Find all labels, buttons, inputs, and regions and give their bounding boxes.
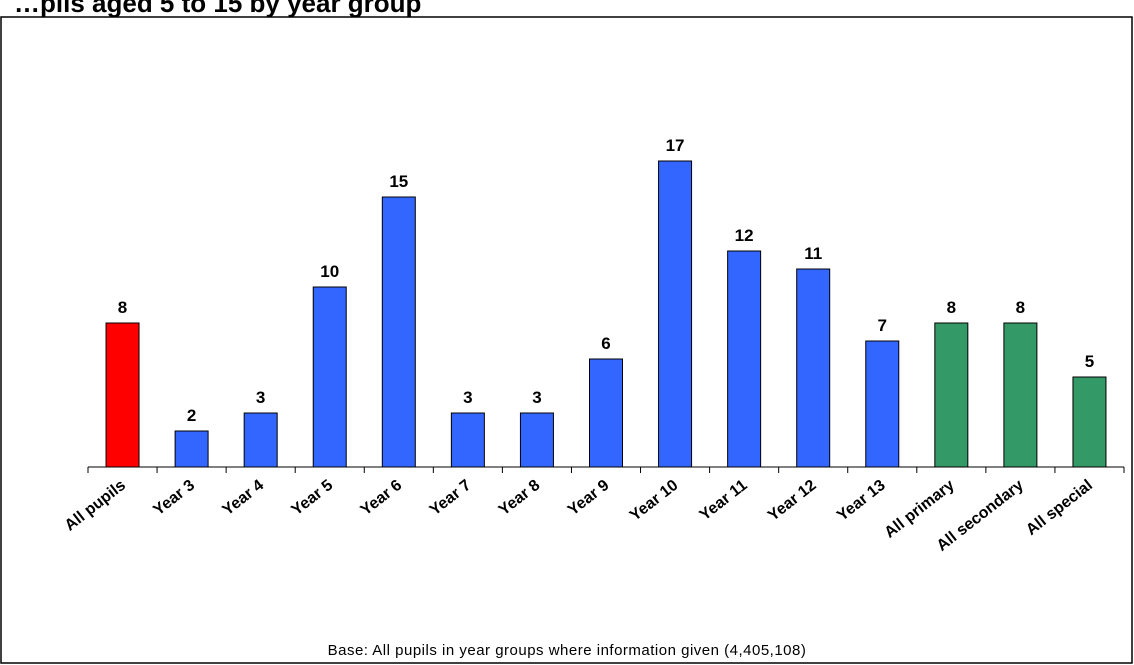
data-label: 11 xyxy=(804,244,822,263)
bar xyxy=(658,160,693,468)
data-label: 3 xyxy=(256,388,265,407)
x-tick-label: Year 7 xyxy=(427,477,475,519)
bar xyxy=(105,322,140,468)
data-label: 15 xyxy=(389,172,408,191)
x-tick-label: Year 9 xyxy=(565,477,613,519)
bar xyxy=(1003,322,1038,468)
data-label: 12 xyxy=(735,226,754,245)
data-label: 7 xyxy=(878,316,887,335)
bar xyxy=(174,430,209,468)
bar xyxy=(312,286,347,468)
x-tick-label: Year 4 xyxy=(220,477,268,519)
data-label: 8 xyxy=(118,298,127,317)
chart-border xyxy=(0,16,1133,664)
bar xyxy=(934,322,969,468)
x-tick-label: Year 3 xyxy=(150,477,198,519)
chart-title: …pils aged 5 to 15 by year group xyxy=(14,0,421,18)
x-tick-label: Year 10 xyxy=(627,477,682,525)
x-tick-label: Year 12 xyxy=(765,477,820,525)
data-label: 17 xyxy=(666,136,685,155)
data-label: 10 xyxy=(320,262,339,281)
data-label: 3 xyxy=(532,388,541,407)
x-tick-label: Year 13 xyxy=(834,477,889,525)
x-tick-label: All pupils xyxy=(62,477,129,535)
bar xyxy=(589,358,623,468)
x-tick-label: All special xyxy=(1023,477,1096,539)
base-note: Base: All pupils in year groups where in… xyxy=(328,642,807,659)
data-label: 6 xyxy=(601,334,610,353)
data-label: 5 xyxy=(1085,352,1094,371)
data-label: 8 xyxy=(947,298,956,317)
x-tick-label: Year 11 xyxy=(697,477,751,524)
x-tick-label: Year 6 xyxy=(358,477,406,519)
bar xyxy=(1072,376,1107,468)
data-label: 2 xyxy=(187,406,196,425)
x-tick-label: Year 5 xyxy=(289,477,337,519)
bar xyxy=(243,412,278,468)
bar xyxy=(796,268,831,468)
x-tick-label: Year 8 xyxy=(496,477,544,519)
bar xyxy=(381,196,416,468)
bar xyxy=(727,250,762,468)
bar xyxy=(865,340,900,468)
data-label: 8 xyxy=(1016,298,1025,317)
data-label: 3 xyxy=(463,388,472,407)
bar xyxy=(450,412,485,468)
bar xyxy=(519,412,554,468)
